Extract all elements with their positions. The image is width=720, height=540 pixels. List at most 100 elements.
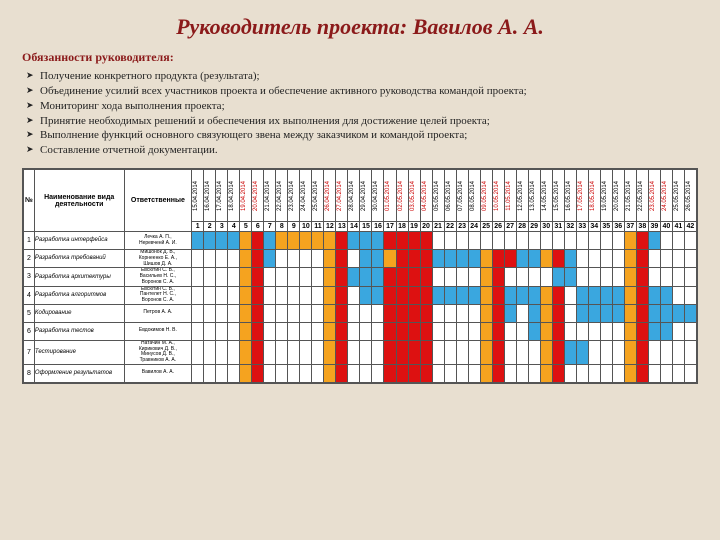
gantt-cell <box>264 286 276 304</box>
gantt-cell <box>360 268 372 286</box>
gantt-cell <box>276 250 288 268</box>
gantt-cell <box>504 232 516 250</box>
gantt-cell <box>576 322 588 340</box>
gantt-cell <box>504 364 516 382</box>
gantt-cell <box>468 340 480 364</box>
gantt-cell <box>648 322 660 340</box>
gantt-cell <box>588 268 600 286</box>
date-header: 30.04.2014 <box>372 170 384 222</box>
gantt-cell <box>612 232 624 250</box>
date-header: 13.05.2014 <box>528 170 540 222</box>
gantt-cell <box>360 364 372 382</box>
gantt-cell <box>228 268 240 286</box>
gantt-cell <box>288 322 300 340</box>
day-num: 3 <box>216 222 228 232</box>
gantt-cell <box>228 250 240 268</box>
gantt-cell <box>300 322 312 340</box>
gantt-cell <box>456 268 468 286</box>
gantt-cell <box>456 232 468 250</box>
gantt-cell <box>348 364 360 382</box>
day-num: 27 <box>504 222 516 232</box>
gantt-cell <box>516 286 528 304</box>
date-header: 21.05.2014 <box>624 170 636 222</box>
gantt-cell <box>384 340 396 364</box>
date-header: 17.05.2014 <box>576 170 588 222</box>
duty-item: Принятие необходимых решений и обеспечен… <box>26 114 698 129</box>
gantt-cell <box>348 286 360 304</box>
date-header: 14.05.2014 <box>540 170 552 222</box>
gantt-cell <box>660 304 672 322</box>
gantt-cell <box>528 268 540 286</box>
gantt-cell <box>324 268 336 286</box>
gantt-cell <box>612 268 624 286</box>
gantt-cell <box>456 364 468 382</box>
gantt-cell <box>480 340 492 364</box>
gantt-cell <box>240 232 252 250</box>
gantt-cell <box>192 286 204 304</box>
col-num: № <box>24 170 35 232</box>
gantt-cell <box>288 250 300 268</box>
gantt-cell <box>276 268 288 286</box>
day-num: 2 <box>204 222 216 232</box>
gantt-cell <box>648 304 660 322</box>
gantt-cell <box>240 286 252 304</box>
gantt-cell <box>420 364 432 382</box>
gantt-cell <box>252 304 264 322</box>
gantt-cell <box>204 304 216 322</box>
date-header: 20.05.2014 <box>612 170 624 222</box>
gantt-cell <box>252 268 264 286</box>
gantt-cell <box>408 322 420 340</box>
gantt-cell <box>240 250 252 268</box>
gantt-cell <box>648 286 660 304</box>
gantt-cell <box>600 232 612 250</box>
gantt-cell <box>444 304 456 322</box>
gantt-cell <box>492 322 504 340</box>
gantt-cell <box>360 340 372 364</box>
gantt-cell <box>204 268 216 286</box>
gantt-cell <box>336 304 348 322</box>
date-header: 10.05.2014 <box>492 170 504 222</box>
gantt-cell <box>624 286 636 304</box>
gantt-cell <box>528 286 540 304</box>
gantt-cell <box>396 304 408 322</box>
gantt-cell <box>324 340 336 364</box>
duty-item: Выполнение функций основного связующего … <box>26 128 698 143</box>
gantt-cell <box>192 268 204 286</box>
gantt-cell <box>336 268 348 286</box>
gantt-cell <box>480 364 492 382</box>
duty-item: Объединение усилий всех участников проек… <box>26 84 698 99</box>
gantt-cell <box>660 286 672 304</box>
date-header: 15.04.2014 <box>192 170 204 222</box>
gantt-cell <box>564 364 576 382</box>
gantt-cell <box>288 304 300 322</box>
gantt-cell <box>372 232 384 250</box>
task-name: Кодирование <box>34 304 124 322</box>
gantt-cell <box>624 364 636 382</box>
gantt-cell <box>420 322 432 340</box>
gantt-cell <box>420 304 432 322</box>
gantt-cell <box>504 304 516 322</box>
gantt-cell <box>336 232 348 250</box>
gantt-cell <box>504 340 516 364</box>
task-resp: Натачин М. А.,Кирикович Д. В.,Минусов Д.… <box>124 340 192 364</box>
gantt-cell <box>576 286 588 304</box>
task-resp: Евсютин С. В.,Пантелет Н. С.,Воронов С. … <box>124 286 192 304</box>
gantt-cell <box>504 250 516 268</box>
gantt-cell <box>636 268 648 286</box>
gantt-cell <box>624 340 636 364</box>
gantt-cell <box>252 340 264 364</box>
gantt-cell <box>264 304 276 322</box>
gantt-cell <box>420 340 432 364</box>
gantt-cell <box>612 364 624 382</box>
gantt-cell <box>528 304 540 322</box>
gantt-cell <box>444 286 456 304</box>
date-header: 19.04.2014 <box>240 170 252 222</box>
gantt-cell <box>624 304 636 322</box>
date-header: 09.05.2014 <box>480 170 492 222</box>
gantt-cell <box>588 322 600 340</box>
gantt-cell <box>300 364 312 382</box>
task-resp: Евсютин С. В.,Васильев Н. С.,Воронов С. … <box>124 268 192 286</box>
gantt-cell <box>408 286 420 304</box>
gantt-cell <box>576 268 588 286</box>
gantt-cell <box>288 232 300 250</box>
